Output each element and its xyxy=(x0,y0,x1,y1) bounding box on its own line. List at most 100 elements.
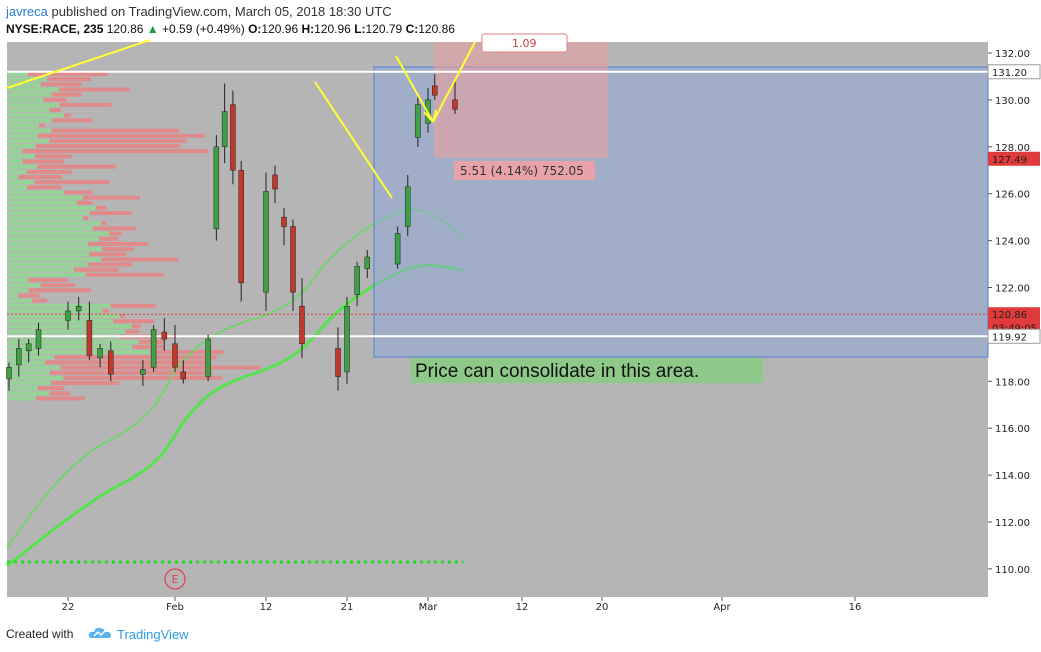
candle-body xyxy=(97,348,103,359)
volume-bar-down xyxy=(40,283,75,288)
volume-bar-up xyxy=(8,375,64,380)
x-tick-label: 22 xyxy=(62,602,75,613)
volume-bar-up xyxy=(8,360,46,365)
candle-body xyxy=(75,306,82,312)
volume-bar-down xyxy=(85,272,164,277)
candle-body xyxy=(65,310,71,321)
volume-bar-up xyxy=(8,102,60,107)
volume-bar-up xyxy=(8,128,52,133)
volume-bar-up xyxy=(8,149,23,154)
candle-body xyxy=(364,256,370,269)
y-tick-label: 110.00 xyxy=(995,565,1030,576)
horizontal-lines[interactable] xyxy=(7,70,988,338)
volume-bar-down xyxy=(39,123,45,128)
open-value: 120.96 xyxy=(261,22,299,36)
volume-bar-down xyxy=(26,185,62,190)
volume-bar-up xyxy=(8,319,114,324)
volume-bar-up xyxy=(8,185,27,190)
volume-bar-up xyxy=(8,396,36,401)
volume-bar-up xyxy=(8,241,89,246)
volume-bar-down xyxy=(51,118,93,123)
candle-body xyxy=(405,186,411,227)
volume-bar-down xyxy=(34,154,72,159)
volume-bar-down xyxy=(88,241,149,246)
publisher-line: javreca published on TradingView.com, Ma… xyxy=(6,4,392,19)
range-box[interactable] xyxy=(373,42,989,358)
volume-bar-down xyxy=(35,144,180,149)
annotation-arrows[interactable] xyxy=(6,39,476,199)
x-tick-label: 20 xyxy=(596,602,609,613)
author-link[interactable]: javreca xyxy=(6,4,48,19)
price-label-box xyxy=(987,64,1041,80)
earnings-event-text: E xyxy=(172,573,179,586)
volume-bar-up xyxy=(8,247,102,252)
volume-bar-down xyxy=(32,298,48,303)
volume-bar-down xyxy=(96,205,107,210)
candle-body xyxy=(161,331,168,340)
volume-bar-down xyxy=(131,324,141,329)
volume-bar-down xyxy=(49,108,61,113)
volume-bar-down xyxy=(28,288,92,293)
volume-bar-down xyxy=(92,226,137,231)
volume-bar-down xyxy=(22,149,208,154)
volume-bar-up xyxy=(8,381,52,385)
candle-body xyxy=(281,216,287,227)
volume-bar-up xyxy=(8,350,151,355)
volume-bar-down xyxy=(40,82,82,87)
volume-bar-down xyxy=(101,247,134,252)
price-label-box xyxy=(987,328,1041,344)
yellow-trend-arrow xyxy=(6,39,151,89)
volume-bar-down xyxy=(89,211,132,216)
volume-bar-up xyxy=(8,211,90,216)
volume-bar-down xyxy=(28,278,68,282)
volume-bar-up xyxy=(8,144,36,149)
volume-bar-up xyxy=(8,97,44,102)
volume-bar-down xyxy=(110,303,156,308)
volume-bar-up xyxy=(8,221,101,226)
y-tick-label: 114.00 xyxy=(995,471,1030,482)
created-with-text: Created with xyxy=(6,627,74,641)
volume-bar-down xyxy=(99,236,118,241)
candle-body xyxy=(205,338,211,377)
x-tick-label: 12 xyxy=(260,602,273,613)
volume-bar-down xyxy=(49,370,213,375)
volume-bar-up xyxy=(8,195,83,200)
volume-bar-up xyxy=(8,324,132,329)
volume-bar-up xyxy=(8,133,38,138)
volume-bar-down xyxy=(63,190,93,195)
volume-bar-up xyxy=(8,123,40,128)
volume-bar-down xyxy=(27,72,108,76)
volume-bar-up xyxy=(8,118,52,123)
volume-bar-down xyxy=(49,391,70,396)
volume-bar-up xyxy=(8,108,50,113)
consolidation-note-bg xyxy=(411,358,763,383)
volume-bar-down xyxy=(119,314,125,319)
volume-bar-up xyxy=(8,154,35,159)
candle-body xyxy=(452,99,458,110)
candle-body xyxy=(180,371,187,380)
range-stats-bg xyxy=(454,161,595,180)
volume-bar-down xyxy=(101,257,179,262)
volume-bar-up xyxy=(8,252,90,257)
price-label-text: 119.92 xyxy=(992,332,1027,343)
price-label-text: 120.86 xyxy=(992,310,1027,321)
volume-bar-up xyxy=(8,314,120,319)
volume-bar-up xyxy=(8,200,77,205)
volume-bar-up xyxy=(8,169,27,174)
x-axis-labels: 22 Feb 12 21 Mar 12 20 Apr 16 xyxy=(62,597,861,613)
time-axis[interactable] xyxy=(7,597,988,614)
price-chart[interactable]: Price can consolidate in this area. 5.51 … xyxy=(0,0,1041,614)
tradingview-brand-link[interactable]: TradingView xyxy=(117,627,189,642)
volume-bar-up xyxy=(8,272,86,277)
candle-body xyxy=(238,170,244,284)
volume-bar-up xyxy=(8,298,33,303)
annotations[interactable]: Price can consolidate in this area. 5.51 … xyxy=(164,33,763,590)
volume-bar-down xyxy=(26,169,72,174)
tradingview-cloud-icon[interactable] xyxy=(88,626,112,640)
partial-label-bg xyxy=(481,33,568,53)
partial-label-text: 1.09 xyxy=(512,37,537,50)
price-label-box xyxy=(988,307,1040,322)
volume-bar-up xyxy=(8,92,52,97)
candle-body xyxy=(394,233,401,265)
volume-bar-up xyxy=(8,370,50,375)
